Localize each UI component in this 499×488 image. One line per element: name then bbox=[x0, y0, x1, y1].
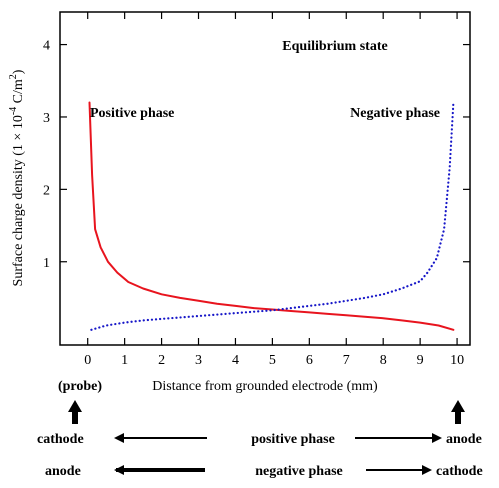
y-tick-label: 2 bbox=[43, 183, 50, 198]
row1-left-label: cathode bbox=[37, 432, 84, 447]
x-tick-label: 6 bbox=[306, 353, 313, 368]
series-line-negative bbox=[90, 101, 455, 331]
x-tick-label: 3 bbox=[195, 353, 202, 368]
row2-right-label: cathode bbox=[436, 464, 483, 479]
axis-ticks: 0 1 2 3 4 5 6 7 8 9 10 1 2 3 4 bbox=[43, 12, 470, 368]
chart-title: Equilibrium state bbox=[282, 39, 387, 54]
x-tick-label: 2 bbox=[158, 353, 165, 368]
plot-frame bbox=[59, 11, 471, 346]
row2-left-label: anode bbox=[45, 464, 81, 479]
x-tick-label: 8 bbox=[380, 353, 387, 368]
x-tick-label: 0 bbox=[84, 353, 91, 368]
right-up-arrow bbox=[451, 400, 465, 424]
x-tick-label: 9 bbox=[417, 353, 424, 368]
y-tick-label: 1 bbox=[43, 256, 50, 271]
y-tick-label: 3 bbox=[43, 111, 50, 126]
series-layer bbox=[88, 101, 455, 331]
y-tick-label: 4 bbox=[43, 39, 50, 54]
probe-up-arrow bbox=[68, 400, 82, 424]
y-axis-label: Surface charge density (1 × 10-4 C/m2) bbox=[8, 69, 26, 286]
x-tick-label: 5 bbox=[269, 353, 276, 368]
x-tick-label: 4 bbox=[232, 353, 239, 368]
series-label-positive: Positive phase bbox=[90, 106, 174, 121]
series-line-positive bbox=[88, 101, 455, 331]
x-axis-label: Distance from grounded electrode (mm) bbox=[152, 379, 378, 394]
series-label-negative: Negative phase bbox=[350, 106, 440, 121]
probe-label: (probe) bbox=[58, 379, 102, 394]
row2-middle-label: negative phase bbox=[255, 464, 343, 479]
x-tick-label: 10 bbox=[450, 353, 464, 368]
row1-right-label: anode bbox=[446, 432, 482, 447]
x-tick-label: 1 bbox=[121, 353, 128, 368]
x-tick-label: 7 bbox=[343, 353, 350, 368]
row1-middle-label: positive phase bbox=[251, 432, 335, 447]
